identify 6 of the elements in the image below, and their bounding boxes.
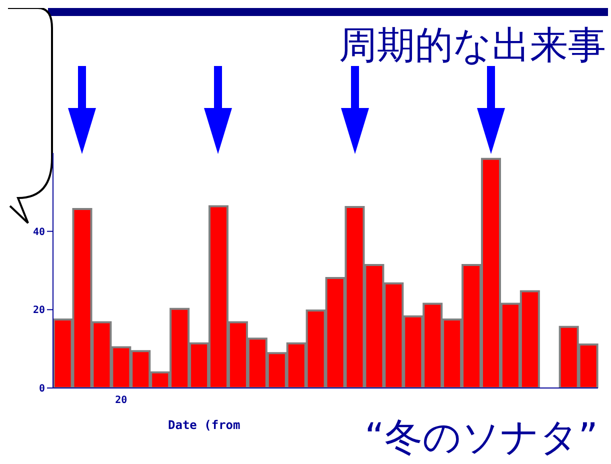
y-tick-label: 40: [32, 226, 45, 238]
x-axis-title: Date (from: [168, 418, 240, 432]
y-tick-label: 0: [38, 384, 45, 395]
y-tick-label: 20: [32, 305, 45, 316]
text: “冬のソナタ”: [364, 414, 598, 461]
chart-title: 周期的な出来事: [339, 22, 606, 69]
